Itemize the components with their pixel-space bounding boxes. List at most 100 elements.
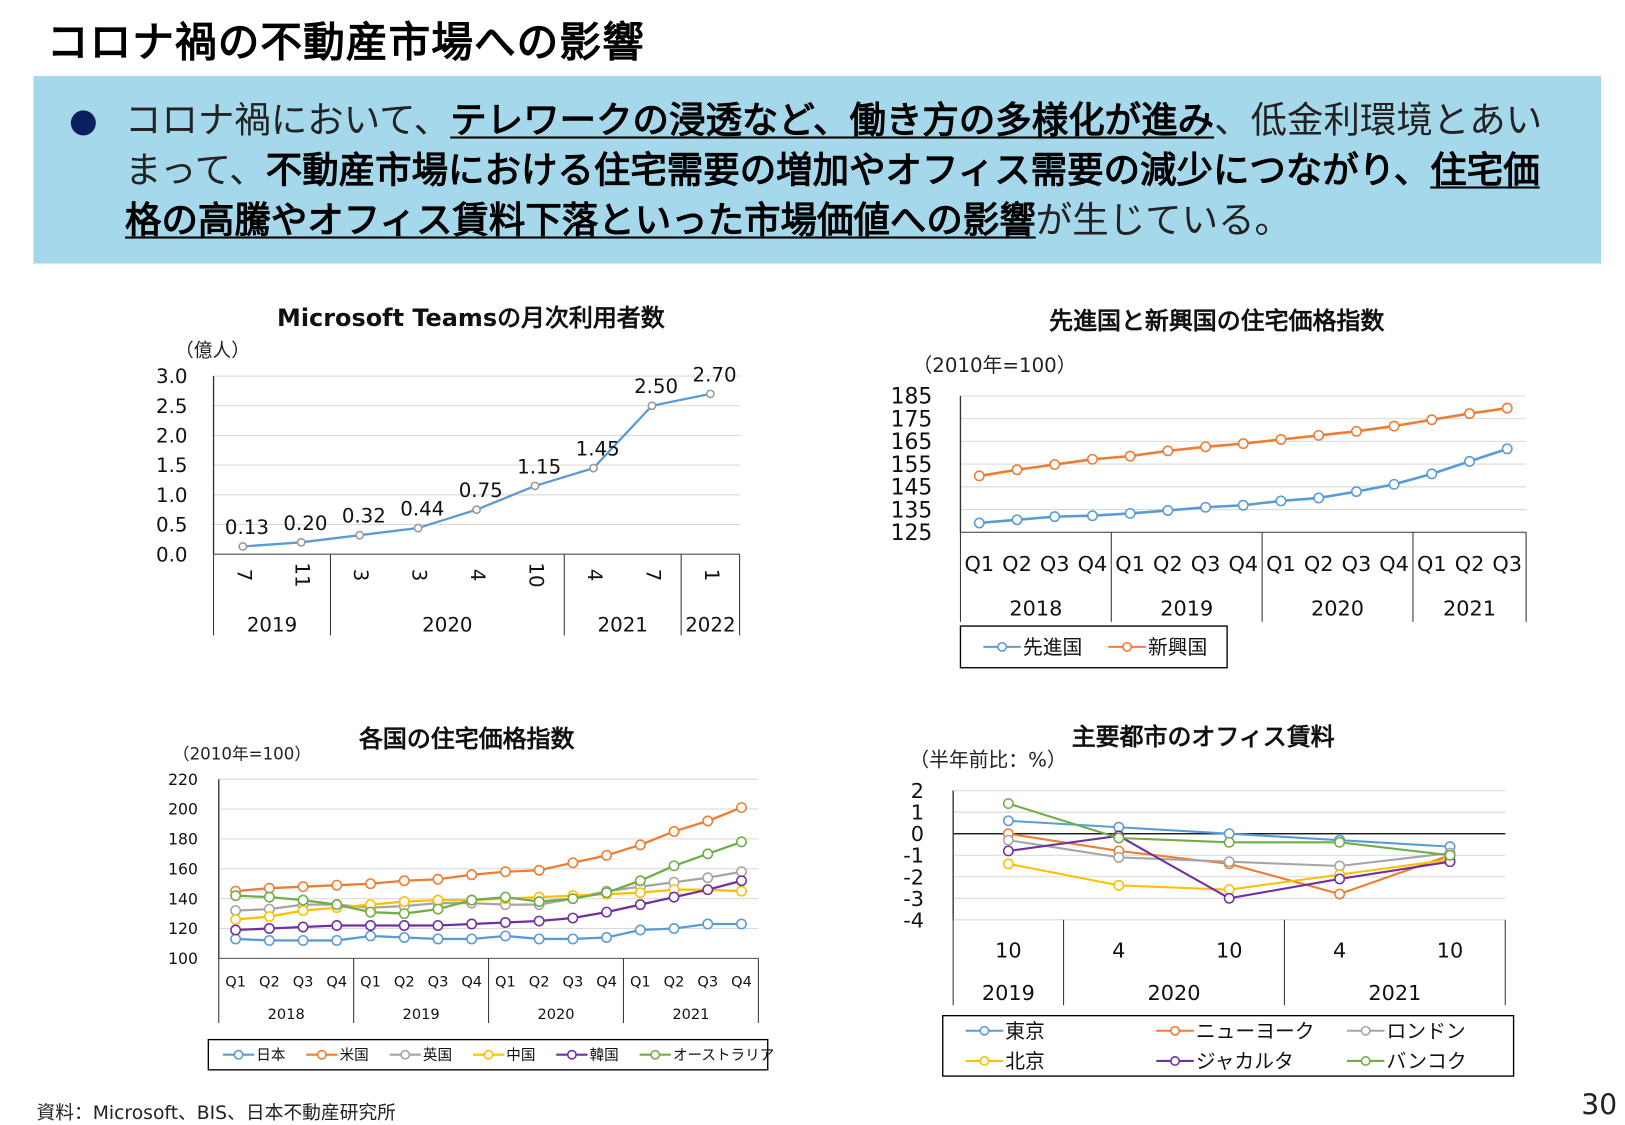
data-point: [297, 881, 309, 893]
data-point: [331, 920, 343, 931]
y-tick-label: -2: [903, 865, 924, 889]
data-point: [297, 921, 309, 933]
data-point: [297, 934, 309, 946]
x-tick-label: Q2: [1002, 552, 1032, 576]
x-tick-label: Q4: [596, 973, 617, 990]
year-label: 2019: [403, 1006, 440, 1023]
data-point: [702, 872, 714, 884]
legend-marker: [1170, 1025, 1180, 1036]
data-point: [263, 882, 275, 894]
data-point: [634, 924, 646, 936]
data-point: [1388, 420, 1400, 432]
year-label: 2021: [1368, 981, 1421, 1005]
legend-label: 日本: [256, 1047, 286, 1064]
y-tick-label: 175: [891, 407, 933, 432]
series-日本: [230, 918, 747, 946]
series-先進国: [973, 443, 1513, 529]
x-tick-label: Q1: [1417, 552, 1447, 576]
chart-title: 先進国と新興国の住宅価格指数: [1049, 307, 1385, 335]
data-point: [238, 542, 248, 551]
data-label: 2.70: [693, 363, 737, 386]
y-tick-label: 125: [891, 521, 933, 546]
x-tick-label: Q3: [428, 973, 449, 990]
year-label: 2022: [685, 613, 735, 636]
data-point: [1124, 507, 1136, 519]
y-tick-label: 1.0: [156, 484, 187, 507]
data-point: [1464, 408, 1475, 420]
data-point: [466, 869, 478, 881]
data-point: [432, 920, 444, 931]
data-point: [1444, 849, 1456, 861]
y-tick-label: 185: [891, 385, 933, 410]
data-point: [499, 917, 511, 928]
x-tick-label: 10: [1216, 938, 1243, 962]
data-label: 0.32: [342, 505, 386, 528]
data-point: [432, 903, 444, 915]
year-label: 2020: [537, 1006, 574, 1023]
legend-item: 米国: [306, 1047, 369, 1064]
x-tick-label: 4: [1333, 938, 1346, 962]
data-point: [736, 866, 747, 878]
data-point: [634, 839, 646, 851]
data-point: [1002, 798, 1014, 810]
data-point: [601, 849, 613, 861]
data-point: [1334, 873, 1346, 885]
series-新興国: [973, 402, 1513, 482]
legend-item: バンコク: [1346, 1050, 1467, 1073]
year-label: 2020: [1147, 981, 1200, 1005]
data-point: [1334, 836, 1346, 848]
x-tick-label: 1: [700, 569, 723, 582]
data-point: [702, 848, 714, 860]
x-tick-label: Q4: [326, 973, 347, 990]
legend-marker: [483, 1049, 494, 1060]
data-point: [533, 933, 545, 945]
data-point: [1086, 510, 1098, 522]
legend-item: 北京: [965, 1050, 1045, 1073]
x-tick-label: 10: [995, 938, 1022, 962]
legend-label: ロンドン: [1387, 1020, 1466, 1043]
data-point: [331, 879, 343, 891]
y-tick-label: -3: [903, 887, 924, 911]
data-point: [736, 802, 747, 814]
x-tick-label: Q3: [1492, 552, 1522, 576]
data-point: [263, 923, 275, 934]
legend-label: バンコク: [1387, 1050, 1467, 1073]
data-point: [634, 899, 646, 911]
data-point: [331, 934, 343, 946]
x-tick-label: Q3: [1040, 552, 1070, 576]
summary-segment: が生じている。: [1035, 200, 1292, 242]
data-point: [1011, 514, 1023, 526]
year-label: 2021: [1443, 597, 1496, 621]
x-tick-label: 11: [291, 562, 314, 587]
y-tick-label: 165: [891, 430, 933, 455]
series-line: [235, 922, 742, 942]
data-point: [533, 915, 545, 927]
x-tick-label: 3: [408, 569, 431, 582]
data-point: [230, 914, 242, 926]
data-point: [1002, 815, 1014, 827]
legend-marker: [566, 1049, 577, 1060]
x-tick-label: Q3: [697, 973, 718, 990]
data-point: [1501, 402, 1513, 414]
data-point: [1002, 858, 1014, 870]
data-point: [1275, 495, 1287, 507]
y-tick-label: 1.5: [156, 454, 187, 477]
data-point: [1162, 445, 1174, 457]
chart-2: 先進国と新興国の住宅価格指数 （2010年=100） 185175165155145…: [891, 307, 1527, 669]
x-tick-label: 4: [1112, 938, 1125, 962]
x-tick-label: Q3: [1191, 552, 1221, 576]
legend-label: 先進国: [1023, 636, 1082, 659]
legend-marker: [400, 1049, 411, 1060]
legend-marker: [1170, 1056, 1180, 1066]
legend-marker: [650, 1049, 661, 1060]
summary-box: [33, 76, 1602, 264]
x-tick-label: Q4: [1379, 552, 1409, 576]
legend-label: ジャカルタ: [1196, 1050, 1294, 1073]
x-tick-label: Q1: [360, 973, 381, 990]
legend-box: [942, 1014, 1515, 1077]
data-point: [973, 470, 985, 482]
series-line: [235, 870, 742, 912]
data-point: [736, 836, 747, 848]
x-tick-label: Q1: [495, 973, 516, 990]
data-label: 1.45: [576, 438, 620, 461]
